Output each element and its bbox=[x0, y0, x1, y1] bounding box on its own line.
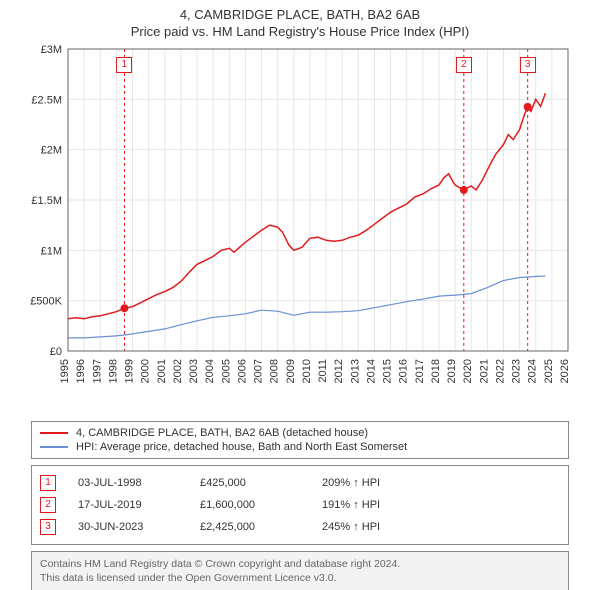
svg-text:2003: 2003 bbox=[188, 359, 200, 383]
chart-subtitle: Price paid vs. HM Land Registry's House … bbox=[0, 24, 600, 43]
svg-text:2022: 2022 bbox=[494, 359, 506, 383]
svg-text:1996: 1996 bbox=[75, 359, 87, 383]
svg-text:2001: 2001 bbox=[156, 359, 168, 383]
svg-text:2017: 2017 bbox=[414, 359, 426, 383]
legend-swatch bbox=[40, 446, 68, 448]
sale-date: 03-JUL-1998 bbox=[78, 477, 178, 489]
sales-row: 3 30-JUN-2023 £2,425,000 245% ↑ HPI bbox=[40, 516, 560, 538]
legend: 4, CAMBRIDGE PLACE, BATH, BA2 6AB (detac… bbox=[31, 421, 569, 459]
svg-text:£3M: £3M bbox=[41, 44, 62, 56]
legend-row: HPI: Average price, detached house, Bath… bbox=[40, 440, 560, 454]
sale-marker-box: 1 bbox=[40, 475, 56, 491]
svg-text:2007: 2007 bbox=[253, 359, 265, 383]
svg-text:2002: 2002 bbox=[172, 359, 184, 383]
svg-text:£0: £0 bbox=[50, 346, 62, 358]
svg-text:2009: 2009 bbox=[285, 359, 297, 383]
svg-text:2004: 2004 bbox=[204, 359, 216, 383]
sale-price: £1,600,000 bbox=[200, 499, 300, 511]
svg-text:2020: 2020 bbox=[462, 359, 474, 383]
chart-container: 4, CAMBRIDGE PLACE, BATH, BA2 6AB Price … bbox=[0, 0, 600, 590]
legend-swatch bbox=[40, 432, 68, 434]
svg-text:2015: 2015 bbox=[382, 359, 394, 383]
svg-text:2012: 2012 bbox=[333, 359, 345, 383]
attribution-footer: Contains HM Land Registry data © Crown c… bbox=[31, 551, 569, 590]
line-chart-svg: £0 £500K £1M £1.5M £2M £2.5M £3M 1995 1996 1997 19… bbox=[20, 43, 580, 413]
svg-text:1997: 1997 bbox=[91, 359, 103, 383]
svg-text:2016: 2016 bbox=[398, 359, 410, 383]
sales-row: 2 17-JUL-2019 £1,600,000 191% ↑ HPI bbox=[40, 494, 560, 516]
svg-text:2014: 2014 bbox=[365, 359, 377, 383]
svg-text:2024: 2024 bbox=[527, 359, 539, 383]
svg-text:2019: 2019 bbox=[446, 359, 458, 383]
svg-text:2021: 2021 bbox=[478, 359, 490, 383]
sale-date: 30-JUN-2023 bbox=[78, 521, 178, 533]
sale-price: £425,000 bbox=[200, 477, 300, 489]
sale-marker-box: 2 bbox=[40, 497, 56, 513]
sale-pct-vs-hpi: 209% ↑ HPI bbox=[322, 477, 380, 489]
sale-marker-2: 2 bbox=[456, 57, 472, 73]
svg-text:£1.5M: £1.5M bbox=[31, 195, 62, 207]
svg-text:£500K: £500K bbox=[30, 295, 62, 307]
svg-text:£2.5M: £2.5M bbox=[31, 94, 62, 106]
svg-text:2026: 2026 bbox=[559, 359, 571, 383]
footer-line-2: This data is licensed under the Open Gov… bbox=[40, 571, 560, 585]
svg-text:2010: 2010 bbox=[301, 359, 313, 383]
svg-text:2008: 2008 bbox=[269, 359, 281, 383]
legend-label: HPI: Average price, detached house, Bath… bbox=[76, 441, 407, 453]
sale-date: 17-JUL-2019 bbox=[78, 499, 178, 511]
sales-row: 1 03-JUL-1998 £425,000 209% ↑ HPI bbox=[40, 472, 560, 494]
svg-text:2018: 2018 bbox=[430, 359, 442, 383]
svg-text:2025: 2025 bbox=[543, 359, 555, 383]
svg-text:1999: 1999 bbox=[124, 359, 136, 383]
sale-price: £2,425,000 bbox=[200, 521, 300, 533]
sale-marker-1: 1 bbox=[116, 57, 132, 73]
sale-pct-vs-hpi: 245% ↑ HPI bbox=[322, 521, 380, 533]
svg-text:1998: 1998 bbox=[107, 359, 119, 383]
chart-title: 4, CAMBRIDGE PLACE, BATH, BA2 6AB bbox=[0, 0, 600, 24]
footer-line-1: Contains HM Land Registry data © Crown c… bbox=[40, 557, 560, 571]
sale-marker-3: 3 bbox=[520, 57, 536, 73]
svg-text:2011: 2011 bbox=[317, 359, 329, 383]
svg-text:2006: 2006 bbox=[236, 359, 248, 383]
legend-label: 4, CAMBRIDGE PLACE, BATH, BA2 6AB (detac… bbox=[76, 427, 368, 439]
legend-row: 4, CAMBRIDGE PLACE, BATH, BA2 6AB (detac… bbox=[40, 426, 560, 440]
chart-area: £0 £500K £1M £1.5M £2M £2.5M £3M 1995 1996 1997 19… bbox=[20, 43, 580, 413]
svg-text:2000: 2000 bbox=[140, 359, 152, 383]
svg-text:2023: 2023 bbox=[511, 359, 523, 383]
sale-marker-box: 3 bbox=[40, 519, 56, 535]
svg-text:£1M: £1M bbox=[41, 245, 62, 257]
svg-text:1995: 1995 bbox=[59, 359, 71, 383]
sale-pct-vs-hpi: 191% ↑ HPI bbox=[322, 499, 380, 511]
svg-text:2013: 2013 bbox=[349, 359, 361, 383]
sales-table: 1 03-JUL-1998 £425,000 209% ↑ HPI 2 17-JUL-20… bbox=[31, 465, 569, 545]
svg-text:2005: 2005 bbox=[220, 359, 232, 383]
svg-text:£2M: £2M bbox=[41, 144, 62, 156]
